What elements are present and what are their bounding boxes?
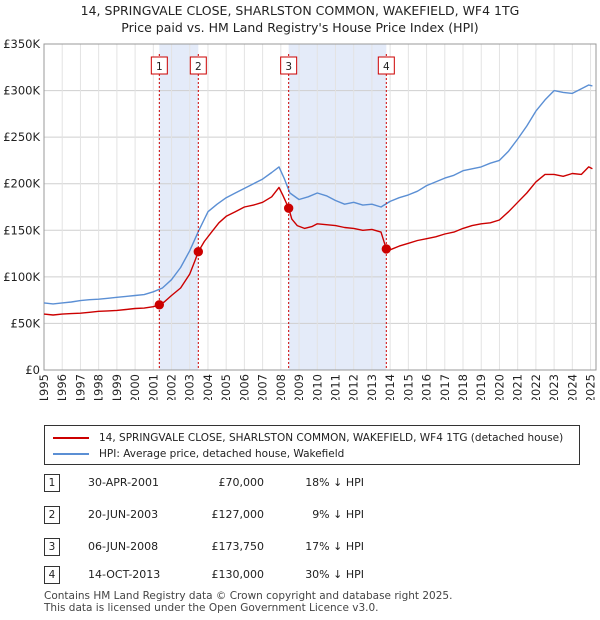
y-tick-label: £250K (3, 130, 40, 144)
transaction-date: 14-OCT-2013 (88, 568, 161, 581)
y-tick-label: £150K (3, 223, 40, 237)
legend: 14, SPRINGVALE CLOSE, SHARLSTON COMMON, … (44, 425, 580, 465)
x-tick-label: 2024 (565, 374, 579, 400)
y-tick-label: £50K (11, 316, 41, 330)
transaction-price: £130,000 (211, 568, 265, 581)
legend-item-hpi: HPI: Average price, detached house, Wake… (53, 447, 344, 461)
price-chart: £0 £50K £100K £150K £200K £250K £300K £350K 1995… (3, 37, 598, 400)
x-tick-label: 2010 (310, 374, 324, 400)
plot-area-border (43, 43, 597, 371)
transaction-price: £70,000 (218, 476, 265, 489)
chart-title: 14, SPRINGVALE CLOSE, SHARLSTON COMMON, … (80, 3, 520, 18)
legend-label-property: 14, SPRINGVALE CLOSE, SHARLSTON COMMON, … (99, 432, 564, 444)
x-tick-label: 1999 (110, 374, 124, 400)
hpi-line (43, 84, 593, 305)
y-tick-label: £200K (3, 177, 40, 191)
transaction-date: 30-APR-2001 (88, 476, 160, 489)
x-tick-label: 2012 (347, 374, 361, 400)
chart-subtitle: Price paid vs. HM Land Registry's House … (121, 20, 479, 35)
sale-marker-box (377, 56, 395, 75)
footer-copyright: Contains HM Land Registry data © Crown c… (44, 590, 453, 602)
sale-marker-box (189, 56, 207, 75)
x-tick-label: 2023 (547, 374, 561, 400)
x-tick-label: 2009 (292, 374, 306, 400)
x-tick-label: 2014 (383, 374, 397, 400)
y-tick-label: £300K (3, 84, 40, 98)
sale-marker-label: 2 (195, 61, 202, 73)
x-tick-label: 2001 (146, 374, 160, 400)
ownership-period-shade (288, 44, 387, 370)
sale-point (283, 203, 294, 213)
legend-item-property: 14, SPRINGVALE CLOSE, SHARLSTON COMMON, … (53, 431, 563, 445)
x-tick-label: 2008 (274, 374, 288, 400)
transaction-number: 3 (44, 538, 60, 556)
sale-marker-box (150, 56, 168, 75)
footer: Contains HM Land Registry data © Crown c… (44, 590, 452, 614)
transaction-date: 06-JUN-2008 (88, 540, 159, 553)
x-tick-label: 2007 (256, 374, 270, 400)
property-price-line (43, 166, 593, 316)
x-tick-label: 2000 (128, 374, 142, 400)
legend-label-hpi: HPI: Average price, detached house, Wake… (99, 448, 345, 460)
x-tick-label: 2003 (183, 374, 197, 400)
x-tick-label: 2004 (201, 374, 215, 400)
transaction-row: 4 14-OCT-2013 £130,000 30% ↓ HPI (44, 566, 584, 586)
legend-swatch-hpi (53, 453, 89, 455)
x-tick-label: 2016 (420, 374, 434, 400)
sale-point (381, 244, 392, 254)
transaction-row: 3 06-JUN-2008 £173,750 17% ↓ HPI (44, 538, 584, 558)
x-tick-label: 2002 (165, 374, 179, 400)
x-tick-label: 1997 (73, 374, 87, 400)
x-tick-label: 2017 (438, 374, 452, 400)
transaction-number: 1 (44, 474, 60, 492)
x-tick-label: 2019 (474, 374, 488, 400)
transaction-price: £173,750 (211, 540, 265, 553)
x-tick-label: 2015 (401, 374, 415, 400)
transaction-hpi: 18% ↓ HPI (305, 476, 364, 489)
x-tick-label: 2005 (219, 374, 233, 400)
x-tick-label: 2018 (456, 374, 470, 400)
ownership-period-shade (159, 44, 199, 370)
sale-marker-label: 4 (383, 61, 390, 73)
sale-marker-box (280, 56, 298, 75)
y-tick-label: £0 (25, 363, 40, 377)
x-tick-label: 2021 (511, 374, 525, 400)
transaction-hpi: 9% ↓ HPI (312, 508, 364, 521)
sale-marker-label: 1 (156, 61, 163, 73)
footer-licence: This data is licensed under the Open Gov… (44, 602, 379, 614)
y-tick-label: £100K (3, 270, 40, 284)
transaction-row: 2 20-JUN-2003 £127,000 9% ↓ HPI (44, 506, 584, 526)
transaction-hpi: 30% ↓ HPI (305, 568, 364, 581)
transaction-row: 1 30-APR-2001 £70,000 18% ↓ HPI (44, 474, 584, 494)
x-tick-label: 1996 (55, 374, 69, 400)
transaction-hpi: 17% ↓ HPI (305, 540, 364, 553)
sale-point (154, 300, 165, 310)
transaction-date: 20-JUN-2003 (88, 508, 159, 521)
x-tick-label: 2020 (492, 374, 506, 400)
x-tick-label: 2011 (328, 374, 342, 400)
sale-marker-label: 3 (285, 61, 292, 73)
transaction-number: 2 (44, 506, 60, 524)
x-tick-label: 2013 (365, 374, 379, 400)
x-tick-label: 2006 (237, 374, 251, 400)
transaction-number: 4 (44, 566, 60, 584)
y-tick-label: £350K (3, 37, 40, 51)
x-tick-label: 2022 (529, 374, 543, 400)
legend-swatch-property (53, 437, 89, 439)
x-tick-label: 1995 (37, 374, 51, 400)
x-tick-label: 1998 (92, 374, 106, 400)
transaction-price: £127,000 (211, 508, 265, 521)
x-tick-label: 2025 (584, 374, 598, 400)
sale-point (193, 247, 204, 257)
